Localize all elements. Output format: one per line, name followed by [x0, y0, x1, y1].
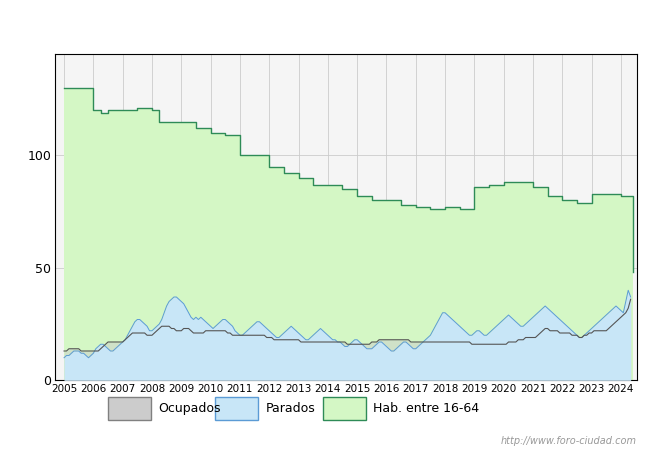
FancyBboxPatch shape: [323, 397, 366, 420]
Text: Hab. entre 16-64: Hab. entre 16-64: [373, 402, 479, 415]
FancyBboxPatch shape: [216, 397, 259, 420]
Text: Ocupados: Ocupados: [159, 402, 221, 415]
FancyBboxPatch shape: [108, 397, 151, 420]
Text: Agón - Evolucion de la poblacion en edad de Trabajar Mayo de 2024: Agón - Evolucion de la poblacion en edad…: [88, 16, 562, 31]
Text: Parados: Parados: [265, 402, 315, 415]
Text: http://www.foro-ciudad.com: http://www.foro-ciudad.com: [501, 436, 637, 446]
